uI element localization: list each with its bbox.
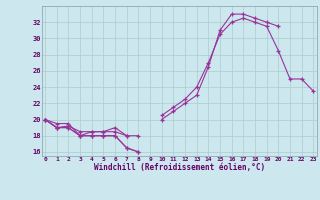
X-axis label: Windchill (Refroidissement éolien,°C): Windchill (Refroidissement éolien,°C) <box>94 163 265 172</box>
